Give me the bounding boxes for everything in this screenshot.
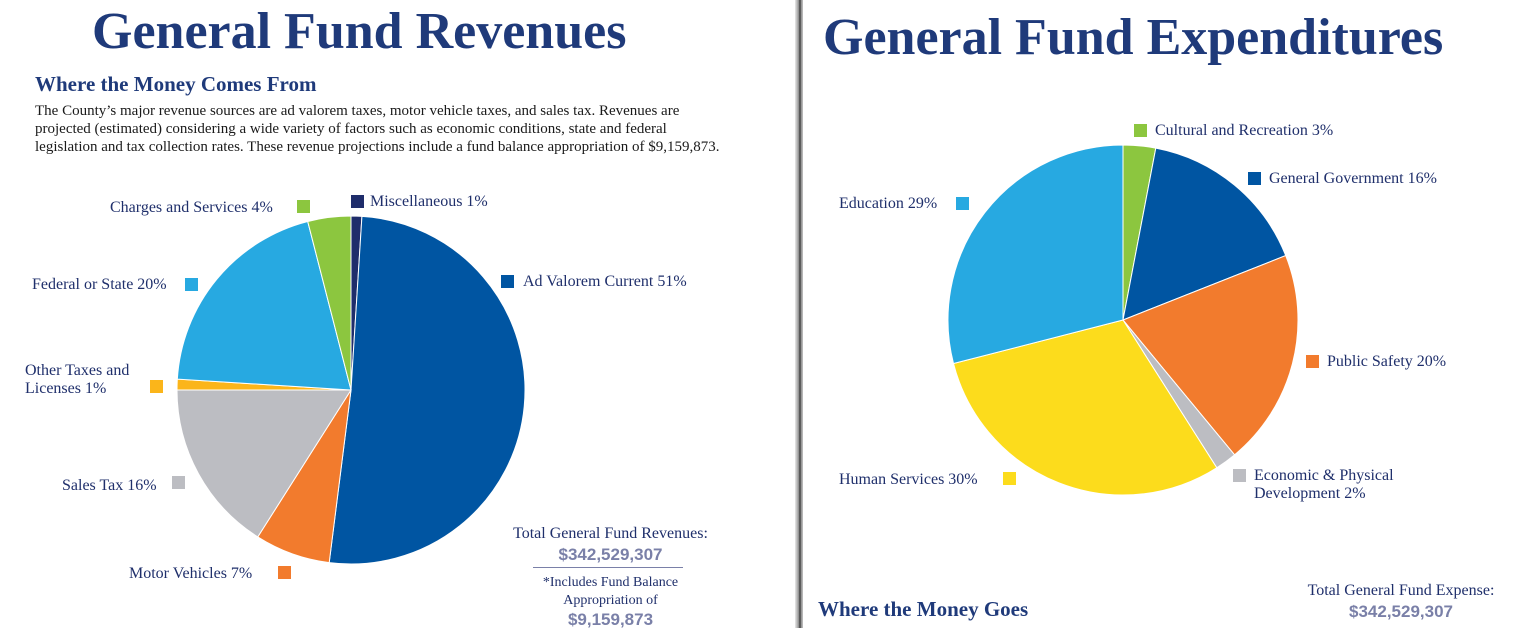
label-economic-and-physical-development: Economic & Physical Development 2%	[1254, 467, 1394, 502]
swatch-other-taxes-and-licenses	[150, 380, 163, 393]
page-spine	[795, 0, 805, 628]
revenues-pie-chart	[176, 215, 526, 565]
label-federal-or-state: Federal or State 20%	[32, 276, 167, 293]
label-human-services: Human Services 30%	[839, 471, 978, 488]
swatch-cultural-and-recreation	[1134, 124, 1147, 137]
expenditures-page: General Fund Expenditures Cultural and R…	[803, 0, 1531, 628]
label-general-government: General Government 16%	[1269, 170, 1437, 187]
swatch-human-services	[1003, 472, 1016, 485]
revenues-total-label: Total General Fund Revenues:	[513, 525, 708, 542]
label-ad-valorem-current: Ad Valorem Current 51%	[523, 273, 687, 290]
expenditure-slice-general-government	[1122, 147, 1287, 321]
swatch-economic-and-physical-development	[1233, 469, 1246, 482]
revenues-title: General Fund Revenues	[92, 3, 627, 60]
revenues-subtitle: Where the Money Comes From	[35, 72, 317, 96]
fund-balance-note-value: $9,159,873	[567, 610, 654, 628]
revenue-slice-sales-tax	[176, 389, 352, 538]
label-education: Education 29%	[839, 195, 938, 212]
swatch-ad-valorem-current	[501, 275, 514, 288]
swatch-general-government	[1248, 172, 1261, 185]
label-cultural-and-recreation: Cultural and Recreation 3%	[1155, 122, 1334, 139]
swatch-charges-and-services	[297, 200, 310, 213]
revenue-slice-ad-valorem-current	[328, 215, 526, 565]
revenues-page: General Fund Revenues Where the Money Co…	[25, 3, 720, 628]
label-charges-and-services: Charges and Services 4%	[110, 199, 273, 216]
expenditure-slice-education	[947, 144, 1124, 365]
label-other-taxes-and-licenses: Other Taxes and Licenses 1%	[25, 362, 130, 397]
expenditures-total-label: Total General Fund Expense:	[1307, 582, 1495, 599]
swatch-sales-tax	[172, 476, 185, 489]
swatch-federal-or-state	[185, 278, 198, 291]
fund-balance-note-line1: *Includes Fund Balance	[542, 575, 679, 590]
expenditure-slice-human-services	[952, 319, 1218, 496]
expenditures-subtitle: Where the Money Goes	[818, 597, 1029, 621]
revenues-intro-text: The County’s major revenue sources are a…	[35, 103, 720, 155]
fund-balance-note-line2: Appropriation of	[563, 593, 658, 608]
label-sales-tax: Sales Tax 16%	[62, 477, 157, 494]
swatch-miscellaneous	[351, 195, 364, 208]
expenditures-title: General Fund Expenditures	[823, 9, 1444, 66]
expenditures-total-value: $342,529,307	[1349, 602, 1453, 621]
expenditure-slice-public-safety	[1122, 254, 1299, 456]
label-miscellaneous: Miscellaneous 1%	[370, 193, 488, 210]
revenues-total-value: $342,529,307	[558, 545, 663, 564]
swatch-education	[956, 197, 969, 210]
revenues-total-rule	[533, 567, 683, 568]
swatch-motor-vehicles	[278, 566, 291, 579]
label-public-safety: Public Safety 20%	[1327, 353, 1447, 370]
revenue-slice-charges-and-services	[307, 215, 352, 391]
expenditures-pie-chart	[947, 144, 1299, 496]
label-motor-vehicles: Motor Vehicles 7%	[129, 565, 253, 582]
revenue-slice-federal-or-state	[176, 220, 352, 391]
swatch-public-safety	[1306, 355, 1319, 368]
